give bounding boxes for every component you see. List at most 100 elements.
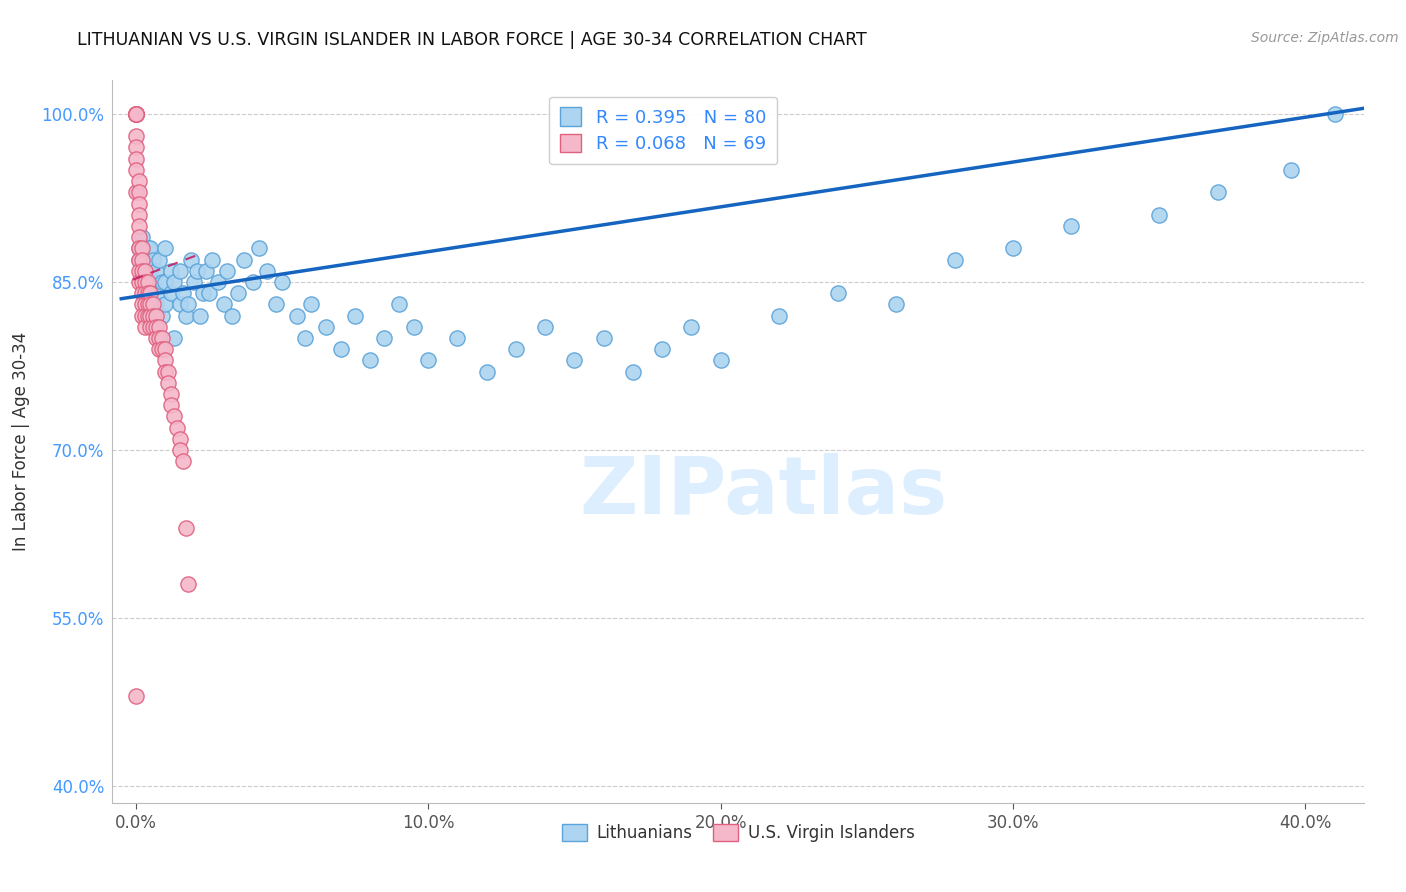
Point bbox=[131, 241, 153, 255]
Point bbox=[125, 152, 148, 166]
Point bbox=[150, 275, 173, 289]
Point bbox=[128, 230, 150, 244]
Point bbox=[177, 577, 200, 591]
Point bbox=[145, 309, 167, 323]
Point bbox=[128, 219, 150, 233]
Point bbox=[160, 286, 183, 301]
Point bbox=[134, 319, 156, 334]
Point bbox=[564, 353, 586, 368]
Point bbox=[148, 319, 170, 334]
Point bbox=[153, 275, 176, 289]
Point bbox=[131, 286, 153, 301]
Point bbox=[768, 309, 790, 323]
Point bbox=[148, 252, 170, 267]
Point bbox=[172, 454, 194, 468]
Text: ZIPatlas: ZIPatlas bbox=[579, 453, 948, 531]
Point bbox=[128, 252, 150, 267]
Point bbox=[125, 129, 148, 144]
Point bbox=[148, 286, 170, 301]
Point bbox=[163, 409, 186, 424]
Point bbox=[125, 107, 148, 121]
Point bbox=[1001, 241, 1024, 255]
Point bbox=[145, 319, 167, 334]
Point bbox=[128, 241, 150, 255]
Point bbox=[139, 297, 162, 311]
Point bbox=[134, 297, 156, 311]
Point bbox=[271, 275, 294, 289]
Point bbox=[710, 353, 733, 368]
Point bbox=[285, 309, 308, 323]
Point bbox=[134, 252, 156, 267]
Point bbox=[128, 241, 150, 255]
Point bbox=[150, 331, 173, 345]
Point bbox=[145, 331, 167, 345]
Point bbox=[136, 286, 159, 301]
Point bbox=[134, 263, 156, 277]
Point bbox=[136, 241, 159, 255]
Point bbox=[139, 241, 162, 255]
Point bbox=[150, 309, 173, 323]
Point bbox=[359, 353, 381, 368]
Text: Source: ZipAtlas.com: Source: ZipAtlas.com bbox=[1251, 31, 1399, 45]
Point bbox=[226, 286, 249, 301]
Y-axis label: In Labor Force | Age 30-34: In Labor Force | Age 30-34 bbox=[13, 332, 30, 551]
Point bbox=[191, 286, 214, 301]
Point bbox=[125, 107, 148, 121]
Point bbox=[201, 252, 224, 267]
Point bbox=[256, 263, 278, 277]
Point bbox=[128, 196, 150, 211]
Point bbox=[157, 376, 180, 390]
Point bbox=[621, 365, 644, 379]
Point bbox=[505, 342, 527, 356]
Point bbox=[299, 297, 322, 311]
Point bbox=[163, 275, 186, 289]
Point bbox=[418, 353, 440, 368]
Point bbox=[1323, 107, 1346, 121]
Point bbox=[131, 252, 153, 267]
Point bbox=[142, 319, 165, 334]
Point bbox=[188, 309, 211, 323]
Point bbox=[169, 263, 191, 277]
Point bbox=[884, 297, 907, 311]
Point bbox=[221, 309, 243, 323]
Point bbox=[169, 297, 191, 311]
Point bbox=[160, 387, 183, 401]
Point bbox=[827, 286, 849, 301]
Text: LITHUANIAN VS U.S. VIRGIN ISLANDER IN LABOR FORCE | AGE 30-34 CORRELATION CHART: LITHUANIAN VS U.S. VIRGIN ISLANDER IN LA… bbox=[77, 31, 868, 49]
Point bbox=[128, 174, 150, 188]
Point bbox=[125, 107, 148, 121]
Point bbox=[125, 107, 148, 121]
Point bbox=[160, 263, 183, 277]
Point bbox=[160, 398, 183, 412]
Point bbox=[131, 230, 153, 244]
Point bbox=[183, 275, 205, 289]
Point bbox=[128, 252, 150, 267]
Point bbox=[169, 442, 191, 457]
Point bbox=[153, 297, 176, 311]
Point bbox=[136, 275, 159, 289]
Point bbox=[139, 286, 162, 301]
Point bbox=[1206, 186, 1229, 200]
Point bbox=[125, 107, 148, 121]
Point bbox=[145, 263, 167, 277]
Point bbox=[153, 353, 176, 368]
Point bbox=[128, 186, 150, 200]
Point bbox=[136, 309, 159, 323]
Point bbox=[145, 297, 167, 311]
Point bbox=[148, 342, 170, 356]
Point bbox=[177, 297, 200, 311]
Point bbox=[943, 252, 966, 267]
Point bbox=[388, 297, 411, 311]
Point bbox=[172, 286, 194, 301]
Point bbox=[128, 275, 150, 289]
Point bbox=[186, 263, 208, 277]
Point bbox=[139, 263, 162, 277]
Point bbox=[136, 297, 159, 311]
Point bbox=[134, 286, 156, 301]
Point bbox=[174, 309, 197, 323]
Point bbox=[329, 342, 352, 356]
Point bbox=[247, 241, 270, 255]
Point bbox=[148, 331, 170, 345]
Point bbox=[1060, 219, 1083, 233]
Point bbox=[131, 309, 153, 323]
